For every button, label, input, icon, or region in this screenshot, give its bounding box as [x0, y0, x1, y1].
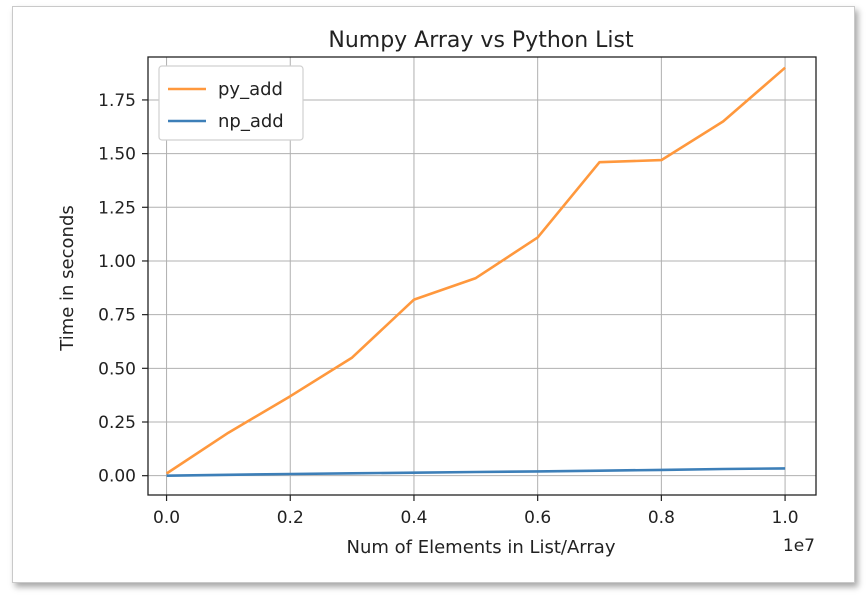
y-tick-label: 0.00	[98, 467, 136, 487]
x-axis-label: Num of Elements in List/Array	[347, 537, 616, 558]
plot-area	[147, 56, 817, 496]
chart-title: Numpy Array vs Python List	[328, 28, 634, 53]
y-tick-label: 1.50	[98, 145, 136, 165]
y-tick-label: 1.00	[98, 252, 136, 272]
legend-label-np-add: np_add	[218, 111, 284, 132]
x-tick-label: 0.6	[524, 508, 551, 528]
y-tick-label: 0.75	[98, 306, 136, 326]
series-line-np-add	[166, 467, 786, 477]
series-layer	[165, 66, 786, 477]
y-axis-ticks: 0.00 0.25 0.50 0.75 1.00 1.25 1.50 1.75	[98, 91, 148, 487]
x-tick-label: 0.8	[648, 508, 675, 528]
figure-frame	[12, 6, 855, 583]
x-tick-label: 0.0	[153, 508, 180, 528]
x-tick-label: 0.4	[400, 508, 427, 528]
x-axis-offset-label: 1e7	[783, 536, 815, 556]
series-line-py-add	[165, 66, 786, 475]
legend: py_add np_add	[158, 65, 304, 141]
y-tick-label: 1.25	[98, 198, 136, 218]
y-tick-label: 1.75	[98, 91, 136, 111]
y-tick-label: 0.25	[98, 413, 136, 433]
x-tick-label: 1.0	[772, 508, 799, 528]
y-axis-label: Time in seconds	[57, 205, 78, 351]
legend-label-py-add: py_add	[218, 79, 283, 100]
x-axis-ticks: 0.0 0.2 0.4 0.6 0.8 1.0	[153, 495, 799, 528]
y-tick-label: 0.50	[98, 359, 136, 379]
x-tick-label: 0.2	[277, 508, 304, 528]
